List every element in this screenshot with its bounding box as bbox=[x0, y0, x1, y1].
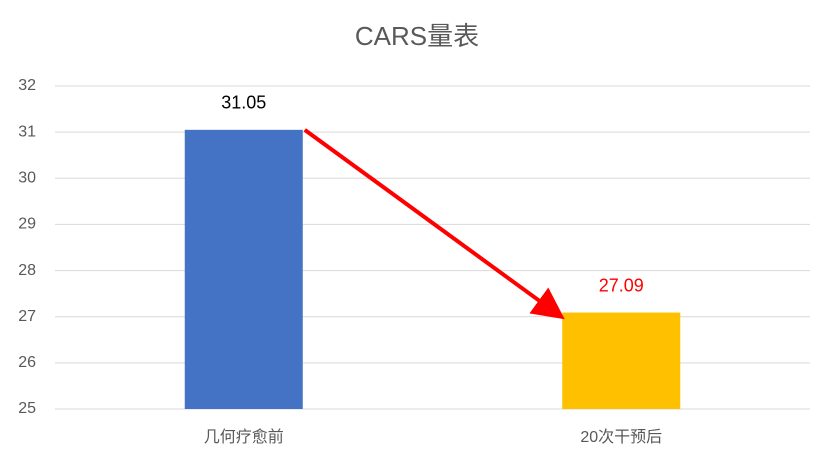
chart-title: CARS量表 bbox=[355, 21, 479, 51]
x-tick-label: 几何疗愈前 bbox=[204, 428, 284, 446]
value-label: 31.05 bbox=[221, 93, 266, 113]
y-tick-label: 30 bbox=[18, 170, 36, 187]
y-tick-label: 31 bbox=[18, 123, 36, 140]
bar bbox=[562, 312, 681, 409]
y-tick-label: 27 bbox=[18, 308, 36, 325]
x-tick-label: 20次干预后 bbox=[580, 428, 662, 446]
value-label: 27.09 bbox=[599, 275, 644, 295]
bar bbox=[184, 129, 303, 410]
y-tick-label: 32 bbox=[18, 77, 36, 94]
y-tick-label: 25 bbox=[18, 400, 36, 417]
trend-arrow bbox=[303, 128, 565, 320]
y-tick-label: 28 bbox=[18, 262, 36, 279]
y-tick-label: 29 bbox=[18, 216, 36, 233]
y-tick-label: 26 bbox=[18, 354, 36, 371]
